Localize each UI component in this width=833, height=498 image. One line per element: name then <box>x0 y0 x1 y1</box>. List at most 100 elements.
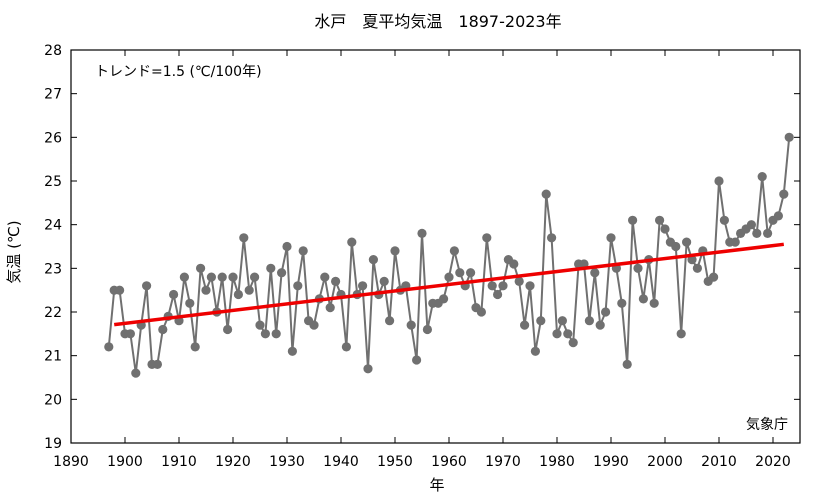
x-axis-ticks: 1890 1900 1910 1920 1930 1940 1950 1960 1970 1980… <box>53 50 791 470</box>
data-point <box>293 281 303 291</box>
data-point <box>628 215 638 225</box>
data-point <box>514 276 524 286</box>
data-point <box>525 281 535 291</box>
data-point <box>217 272 227 282</box>
data-point <box>617 298 627 308</box>
data-point <box>498 281 508 291</box>
data-point <box>320 272 330 282</box>
data-point <box>250 272 260 282</box>
data-point <box>541 189 551 199</box>
source-label: 気象庁 <box>746 417 788 433</box>
data-point <box>190 342 200 352</box>
data-point <box>476 307 486 317</box>
data-point <box>482 233 492 243</box>
y-tick-label: 28 <box>44 43 62 59</box>
data-point <box>536 316 546 326</box>
y-tick-label: 26 <box>44 130 62 146</box>
data-point <box>757 172 767 182</box>
data-point <box>493 289 503 300</box>
data-point <box>563 329 573 339</box>
data-point <box>439 294 449 304</box>
data-point <box>466 268 476 278</box>
data-point <box>331 276 341 286</box>
data-point <box>622 359 632 369</box>
data-point <box>379 276 389 286</box>
x-tick-label: 1960 <box>431 454 467 470</box>
x-tick-label: 1970 <box>485 454 521 470</box>
y-tick-label: 25 <box>44 174 62 190</box>
x-tick-label: 1900 <box>107 454 143 470</box>
x-tick-label: 1950 <box>377 454 413 470</box>
data-point <box>196 263 206 273</box>
data-point <box>779 189 789 199</box>
data-point <box>601 307 611 317</box>
trend-annotation: トレンド=1.5 (℃/100年) <box>95 64 262 80</box>
x-tick-label: 1930 <box>269 454 305 470</box>
data-point <box>169 289 179 300</box>
data-point <box>347 237 357 247</box>
data-point <box>185 298 195 308</box>
data-point <box>784 132 794 142</box>
x-tick-label: 1920 <box>215 454 251 470</box>
data-point <box>152 359 162 369</box>
plot-frame <box>70 49 801 444</box>
data-point <box>709 272 719 282</box>
data-point <box>201 285 211 295</box>
data-point <box>142 281 152 291</box>
data-point <box>557 316 568 326</box>
data-point <box>266 263 276 273</box>
data-point <box>719 215 730 225</box>
data-point <box>590 268 600 278</box>
y-tick-label: 19 <box>44 436 62 452</box>
data-point <box>487 281 497 291</box>
data-point <box>676 329 686 339</box>
x-tick-label: 2020 <box>755 454 791 470</box>
y-tick-label: 27 <box>44 87 62 103</box>
data-point <box>228 272 238 282</box>
data-point <box>104 342 114 352</box>
data-point <box>363 364 373 374</box>
data-point <box>309 320 319 330</box>
data-point <box>260 329 270 339</box>
data-point <box>595 320 605 330</box>
data-point <box>568 338 578 348</box>
data-point <box>606 233 616 243</box>
data-point <box>584 316 595 326</box>
trend-line <box>113 242 785 327</box>
data-point <box>341 342 351 352</box>
x-tick-label: 2000 <box>647 454 683 470</box>
data-point <box>547 233 557 243</box>
x-tick-label: 1980 <box>539 454 575 470</box>
data-point <box>271 329 281 339</box>
x-tick-label: 1990 <box>593 454 629 470</box>
data-point <box>125 329 135 339</box>
data-point <box>714 176 724 186</box>
y-tick-label: 20 <box>44 392 62 408</box>
data-point <box>158 324 168 335</box>
data-point <box>752 228 762 238</box>
data-point <box>358 281 368 291</box>
data-point <box>638 294 649 304</box>
data-point <box>444 272 454 282</box>
y-axis-label: 気温 (℃) <box>5 220 23 283</box>
data-point <box>746 220 757 230</box>
data-point <box>417 228 427 238</box>
y-axis-ticks: 19 20 21 22 23 24 25 26 27 28 <box>44 43 800 452</box>
data-point <box>277 268 287 278</box>
data-point <box>692 263 703 273</box>
data-point <box>763 228 773 238</box>
data-point <box>239 233 249 243</box>
data-point <box>682 237 692 247</box>
data-point <box>509 259 519 269</box>
data-point <box>244 285 254 295</box>
data-point <box>298 246 308 256</box>
y-tick-label: 21 <box>44 349 62 365</box>
data-point <box>633 263 643 273</box>
data-point <box>206 272 216 282</box>
data-point <box>282 241 292 252</box>
chart-title: 水戸 夏平均気温 1897-2023年 <box>314 12 561 31</box>
x-tick-label: 1890 <box>53 454 89 470</box>
data-point <box>671 241 681 252</box>
data-point <box>660 224 670 234</box>
